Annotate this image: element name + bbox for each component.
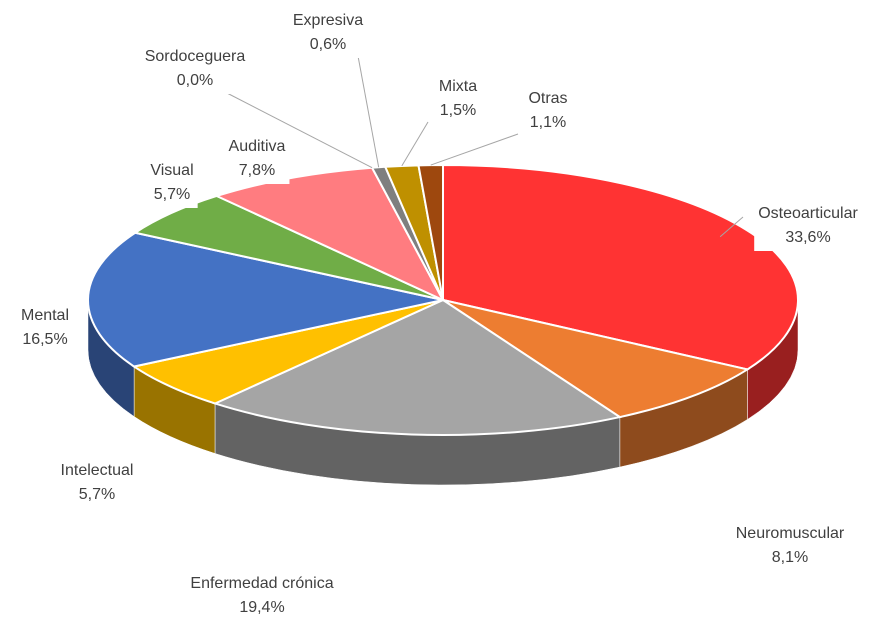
label-name: Mixta bbox=[439, 78, 477, 95]
pie-walls bbox=[87, 299, 799, 486]
label-value: 1,5% bbox=[440, 102, 476, 119]
label-value: 5,7% bbox=[154, 186, 190, 203]
label-value: 1,1% bbox=[530, 114, 566, 131]
label-value: 8,1% bbox=[772, 549, 808, 566]
data-label: Auditiva 7,8% bbox=[224, 134, 290, 184]
data-label: Mixta 1,5% bbox=[434, 74, 482, 124]
leader-line bbox=[224, 91, 373, 169]
label-box bbox=[186, 571, 338, 621]
data-label: Visual 5,7% bbox=[146, 158, 198, 208]
leader-line bbox=[401, 121, 429, 167]
label-name: Neuromuscular bbox=[736, 525, 845, 542]
label-box bbox=[754, 201, 862, 251]
label-box bbox=[16, 303, 74, 353]
label-name: Mental bbox=[21, 307, 69, 324]
data-label: Enfermedad crónica 19,4% bbox=[186, 571, 338, 621]
data-label: Neuromuscular 8,1% bbox=[731, 521, 849, 571]
label-value: 16,5% bbox=[22, 331, 67, 348]
leader-line bbox=[357, 55, 380, 168]
data-label: Mental 16,5% bbox=[16, 303, 74, 353]
label-value: 7,8% bbox=[239, 162, 275, 179]
label-box bbox=[288, 8, 368, 58]
slice bbox=[212, 298, 623, 437]
label-name: Enfermedad crónica bbox=[190, 575, 333, 592]
label-box bbox=[140, 44, 250, 94]
slice bbox=[213, 166, 446, 303]
label-box bbox=[224, 134, 290, 184]
label-box bbox=[434, 74, 482, 124]
label-name: Sordoceguera bbox=[145, 48, 246, 65]
leader-line bbox=[430, 133, 519, 166]
slice bbox=[87, 231, 444, 368]
label-name: Osteoarticular bbox=[758, 205, 858, 222]
leader-line bbox=[719, 216, 744, 238]
label-box bbox=[146, 158, 198, 208]
label-name: Expresiva bbox=[293, 12, 363, 29]
label-box bbox=[56, 458, 138, 508]
data-label: Sordoceguera 0,0% bbox=[140, 44, 250, 94]
label-box bbox=[524, 86, 572, 136]
label-value: 5,7% bbox=[79, 486, 115, 503]
data-label: Expresiva 0,6% bbox=[288, 8, 368, 58]
label-name: Intelectual bbox=[61, 462, 134, 479]
label-name: Otras bbox=[528, 90, 567, 107]
label-name: Visual bbox=[150, 162, 193, 179]
label-box bbox=[731, 521, 849, 571]
slice bbox=[131, 299, 444, 405]
data-label: Osteoarticular 33,6% bbox=[754, 201, 862, 251]
label-value: 33,6% bbox=[785, 229, 830, 246]
data-label: Intelectual 5,7% bbox=[56, 458, 138, 508]
slice bbox=[132, 194, 444, 301]
slice bbox=[442, 163, 799, 371]
slice bbox=[442, 299, 750, 419]
label-value: 0,0% bbox=[177, 72, 213, 89]
label-value: 19,4% bbox=[239, 599, 284, 616]
label-name: Auditiva bbox=[229, 138, 286, 155]
data-label: Otras 1,1% bbox=[524, 86, 572, 136]
label-value: 0,6% bbox=[310, 36, 346, 53]
